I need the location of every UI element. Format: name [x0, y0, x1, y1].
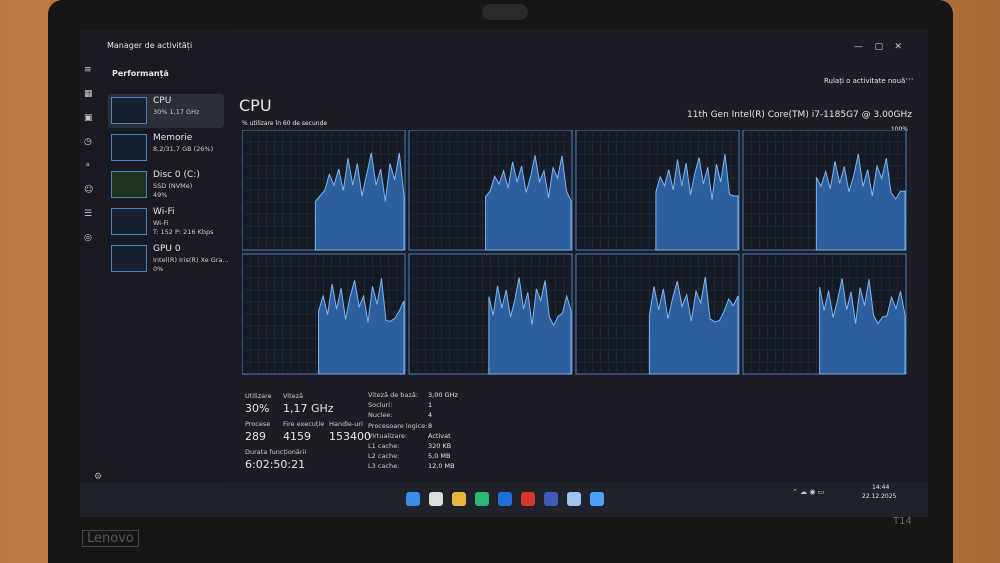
- detail-label: Virtualizare:: [368, 431, 408, 440]
- settings-icon[interactable]: ⚙: [94, 472, 103, 482]
- brand-logo: Lenovo: [82, 530, 139, 547]
- taskbar-app[interactable]: [498, 492, 512, 506]
- resource-detail: Intel(R) Iris(R) Xe Gra...: [153, 256, 229, 264]
- graph-area: [819, 278, 906, 375]
- detail-label: Nuclee:: [368, 411, 393, 420]
- detail-value: 5,0 MB: [428, 452, 451, 461]
- detail-label: L3 cache:: [368, 462, 400, 471]
- resource-detail: 49%: [153, 191, 168, 199]
- taskbar-app[interactable]: [544, 492, 558, 506]
- window-title: Manager de activități: [107, 41, 193, 50]
- resource-item[interactable]: GPU 0 Intel(R) Iris(R) Xe Gra... 0%: [108, 242, 229, 276]
- cpu-model: 11th Gen Intel(R) Core(TM) i7-1185G7 @ 3…: [687, 110, 912, 120]
- resource-detail: 8,2/31,7 GB (26%): [153, 145, 214, 153]
- taskbar-icons: [406, 492, 616, 508]
- stat-label: Procese: [245, 420, 271, 428]
- detail-value: 3,00 GHz: [428, 391, 458, 399]
- cpu-title: CPU: [239, 96, 272, 115]
- stat-label: Viteză: [283, 392, 304, 400]
- more-button[interactable]: ···: [905, 75, 914, 85]
- header-title: Performanță: [112, 69, 169, 78]
- tray-icons[interactable]: ⌃ ☁ ◉ ▭: [792, 488, 825, 496]
- stat-value: 1,17 GHz: [283, 402, 334, 415]
- cpu-graphs: [242, 130, 907, 375]
- resource-detail: Wi-Fi: [153, 219, 169, 227]
- detail-label: L2 cache:: [368, 452, 400, 461]
- webcam: [482, 4, 528, 20]
- nav-icon[interactable]: ◎: [84, 233, 92, 243]
- resource-thumb: [111, 97, 147, 124]
- graph-area: [314, 152, 405, 251]
- taskbar-app[interactable]: [429, 492, 443, 506]
- detail-label: Procesoare logice:: [368, 421, 428, 430]
- stat-label: Utilizare: [245, 392, 272, 400]
- nav-icon[interactable]: ◷: [84, 137, 92, 147]
- clock-date: 22.12.2025: [862, 493, 897, 500]
- resource-thumb: [111, 245, 147, 272]
- clock-time: 14:44: [872, 484, 890, 491]
- resource-name: CPU: [153, 96, 172, 106]
- taskbar-app[interactable]: [590, 492, 604, 506]
- stat-value: 153400: [329, 430, 371, 443]
- resource-name: Wi-Fi: [153, 207, 175, 217]
- nav-icon[interactable]: ☺: [84, 185, 94, 195]
- resource-detail: SSD (NVMe): [153, 182, 193, 190]
- resource-detail: 0%: [153, 265, 164, 273]
- graph-area: [318, 278, 405, 375]
- detail-label: Socluri:: [368, 401, 393, 410]
- resource-item[interactable]: Memorie 8,2/31,7 GB (26%): [108, 131, 224, 165]
- nav-icon[interactable]: ⚬: [84, 161, 92, 171]
- stat-value: 6:02:50:21: [245, 458, 306, 471]
- nav-icon[interactable]: ▣: [84, 113, 93, 123]
- resource-item[interactable]: Wi-Fi Wi-Fi T: 152 P: 216 Kbps: [108, 205, 224, 239]
- stats: Utilizare 30% Viteză 1,17 GHz Procese 289 Fire…: [245, 392, 371, 477]
- resource-name: Disc 0 (C:): [153, 170, 200, 180]
- resource-thumb: [111, 134, 147, 161]
- stat-value: 289: [245, 430, 266, 443]
- resource-thumb: [111, 171, 147, 198]
- taskbar: 14:44 22.12.2025 ⌃ ☁ ◉ ▭: [80, 482, 928, 517]
- detail-value: 8: [428, 421, 433, 430]
- resource-name: GPU 0: [153, 244, 181, 254]
- detail-label: Viteză de bază:: [368, 391, 419, 399]
- resource-detail: 30% 1,17 GHz: [153, 108, 200, 116]
- stat-label: Durata funcționării: [245, 448, 307, 456]
- run-task-button[interactable]: Rulați o activitate nouă: [824, 77, 906, 85]
- stat-value: 4159: [283, 430, 311, 443]
- taskbar-app[interactable]: [475, 492, 489, 506]
- detail-value: 12,0 MB: [428, 462, 455, 471]
- screen: Manager de activități — ▢ ✕ Performanță …: [80, 30, 928, 517]
- detail-label: L1 cache:: [368, 442, 400, 450]
- detail-value: 320 KB: [428, 442, 452, 450]
- detail-value: 1: [428, 401, 433, 410]
- detail-value: Activat: [428, 431, 451, 440]
- graph-area: [655, 153, 739, 251]
- nav-icon[interactable]: ▦: [84, 89, 93, 99]
- resource-item[interactable]: CPU 30% 1,17 GHz: [108, 94, 224, 128]
- nav-icon[interactable]: ≡: [84, 65, 92, 75]
- graph-area: [488, 277, 572, 375]
- resource-item[interactable]: Disc 0 (C:) SSD (NVMe) 49%: [108, 168, 224, 202]
- stat-value: 30%: [245, 402, 270, 415]
- detail-value: 4: [428, 411, 433, 420]
- graph-area: [648, 276, 739, 375]
- taskbar-app[interactable]: [567, 492, 581, 506]
- taskbar-app[interactable]: [406, 492, 420, 506]
- window-controls[interactable]: — ▢ ✕: [854, 42, 902, 52]
- graph-label: % utilizare în 60 de secunde: [242, 120, 328, 127]
- resource-name: Memorie: [153, 133, 193, 143]
- nav-icon[interactable]: ☰: [84, 209, 93, 219]
- taskbar-app[interactable]: [452, 492, 466, 506]
- resource-detail: T: 152 P: 216 Kbps: [153, 228, 214, 236]
- graph-area: [815, 153, 906, 251]
- resource-thumb: [111, 208, 147, 235]
- stat-label: Fire execuție: [283, 420, 325, 428]
- graph-area: [485, 155, 572, 251]
- taskbar-app[interactable]: [521, 492, 535, 506]
- model-label: T14: [893, 516, 912, 527]
- stat-label: Handle-uri: [329, 420, 363, 428]
